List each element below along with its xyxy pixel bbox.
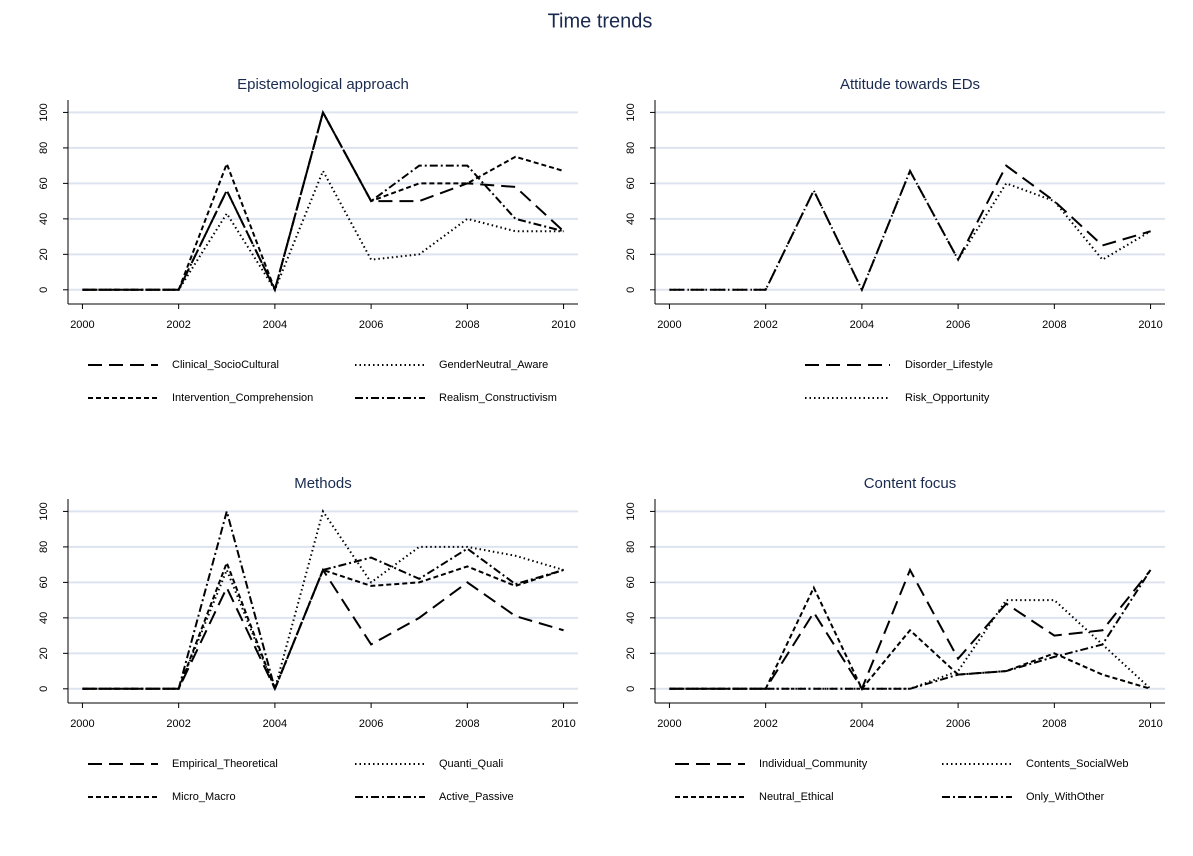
x-tick-label: 2008 xyxy=(1042,319,1066,331)
y-tick-label: 60 xyxy=(625,177,637,189)
y-tick-label: 20 xyxy=(625,647,637,659)
subplot-title: Attitude towards EDs xyxy=(840,76,980,93)
legend-label: GenderNeutral_Aware xyxy=(439,359,548,371)
y-tick-label: 40 xyxy=(625,213,637,225)
x-tick-label: 2006 xyxy=(946,718,970,730)
y-tick-label: 80 xyxy=(38,142,50,154)
y-tick-label: 60 xyxy=(38,576,50,588)
x-tick-label: 2006 xyxy=(359,718,383,730)
x-tick-label: 2010 xyxy=(1138,718,1162,730)
x-tick-label: 2008 xyxy=(455,319,479,331)
y-tick-label: 20 xyxy=(38,248,50,260)
x-tick-label: 2010 xyxy=(551,718,575,730)
legend-label: Quanti_Quali xyxy=(439,758,503,770)
x-tick-label: 2008 xyxy=(455,718,479,730)
legend-label: Neutral_Ethical xyxy=(759,791,834,803)
legend-label: Empirical_Theoretical xyxy=(172,758,278,770)
series-line xyxy=(669,585,1151,691)
y-tick-label: 100 xyxy=(625,103,637,121)
y-tick-label: 80 xyxy=(625,142,637,154)
chart-title: Time trends xyxy=(548,10,653,32)
x-tick-label: 2006 xyxy=(359,319,383,331)
legend-label: Individual_Community xyxy=(759,758,868,770)
y-tick-label: 0 xyxy=(38,287,50,293)
x-tick-label: 2010 xyxy=(551,319,575,331)
legend-label: Micro_Macro xyxy=(172,791,236,803)
subplot-title: Content focus xyxy=(864,475,957,492)
series-line xyxy=(82,509,564,692)
y-tick-label: 40 xyxy=(38,213,50,225)
y-tick-label: 100 xyxy=(38,502,50,520)
series-line xyxy=(669,164,1151,293)
legend-label: Only_WithOther xyxy=(1026,791,1105,803)
x-tick-label: 2000 xyxy=(657,319,681,331)
y-tick-label: 100 xyxy=(38,103,50,121)
series-line xyxy=(669,567,1152,691)
x-tick-label: 2002 xyxy=(753,319,777,331)
x-tick-label: 2004 xyxy=(850,718,874,730)
subplot-title: Methods xyxy=(294,475,352,492)
x-tick-label: 2002 xyxy=(753,718,777,730)
y-tick-label: 0 xyxy=(625,287,637,293)
x-tick-label: 2004 xyxy=(263,718,287,730)
y-tick-label: 80 xyxy=(38,541,50,553)
x-tick-label: 2000 xyxy=(657,718,681,730)
series-line xyxy=(669,168,1152,293)
x-tick-label: 2004 xyxy=(263,319,287,331)
series-line xyxy=(82,109,565,293)
series-line xyxy=(82,109,564,294)
y-tick-label: 40 xyxy=(38,612,50,624)
y-tick-label: 20 xyxy=(38,647,50,659)
x-tick-label: 2004 xyxy=(850,319,874,331)
legend-label: Active_Passive xyxy=(439,791,514,803)
series-line xyxy=(82,109,564,293)
x-tick-label: 2010 xyxy=(1138,319,1162,331)
x-tick-label: 2002 xyxy=(166,718,190,730)
series-line xyxy=(82,567,564,692)
series-line xyxy=(82,507,564,692)
y-tick-label: 60 xyxy=(38,177,50,189)
legend-label: Intervention_Comprehension xyxy=(172,392,313,404)
legend-label: Disorder_Lifestyle xyxy=(905,359,993,371)
x-tick-label: 2000 xyxy=(70,718,94,730)
x-tick-label: 2002 xyxy=(166,319,190,331)
subplot-title: Epistemological approach xyxy=(237,76,409,93)
y-tick-label: 20 xyxy=(625,248,637,260)
y-tick-label: 100 xyxy=(625,502,637,520)
x-tick-label: 2000 xyxy=(70,319,94,331)
y-tick-label: 40 xyxy=(625,612,637,624)
y-tick-label: 60 xyxy=(625,576,637,588)
series-line xyxy=(669,599,1152,690)
series-line xyxy=(82,168,564,292)
y-tick-label: 80 xyxy=(625,541,637,553)
y-tick-label: 0 xyxy=(38,686,50,692)
x-tick-label: 2008 xyxy=(1042,718,1066,730)
y-tick-label: 0 xyxy=(625,686,637,692)
legend-label: Contents_SocialWeb xyxy=(1026,758,1129,770)
x-tick-label: 2006 xyxy=(946,319,970,331)
legend-label: Realism_Constructivism xyxy=(439,392,557,404)
legend-label: Clinical_SocioCultural xyxy=(172,359,279,371)
series-line xyxy=(669,569,1152,690)
legend-label: Risk_Opportunity xyxy=(905,392,990,404)
